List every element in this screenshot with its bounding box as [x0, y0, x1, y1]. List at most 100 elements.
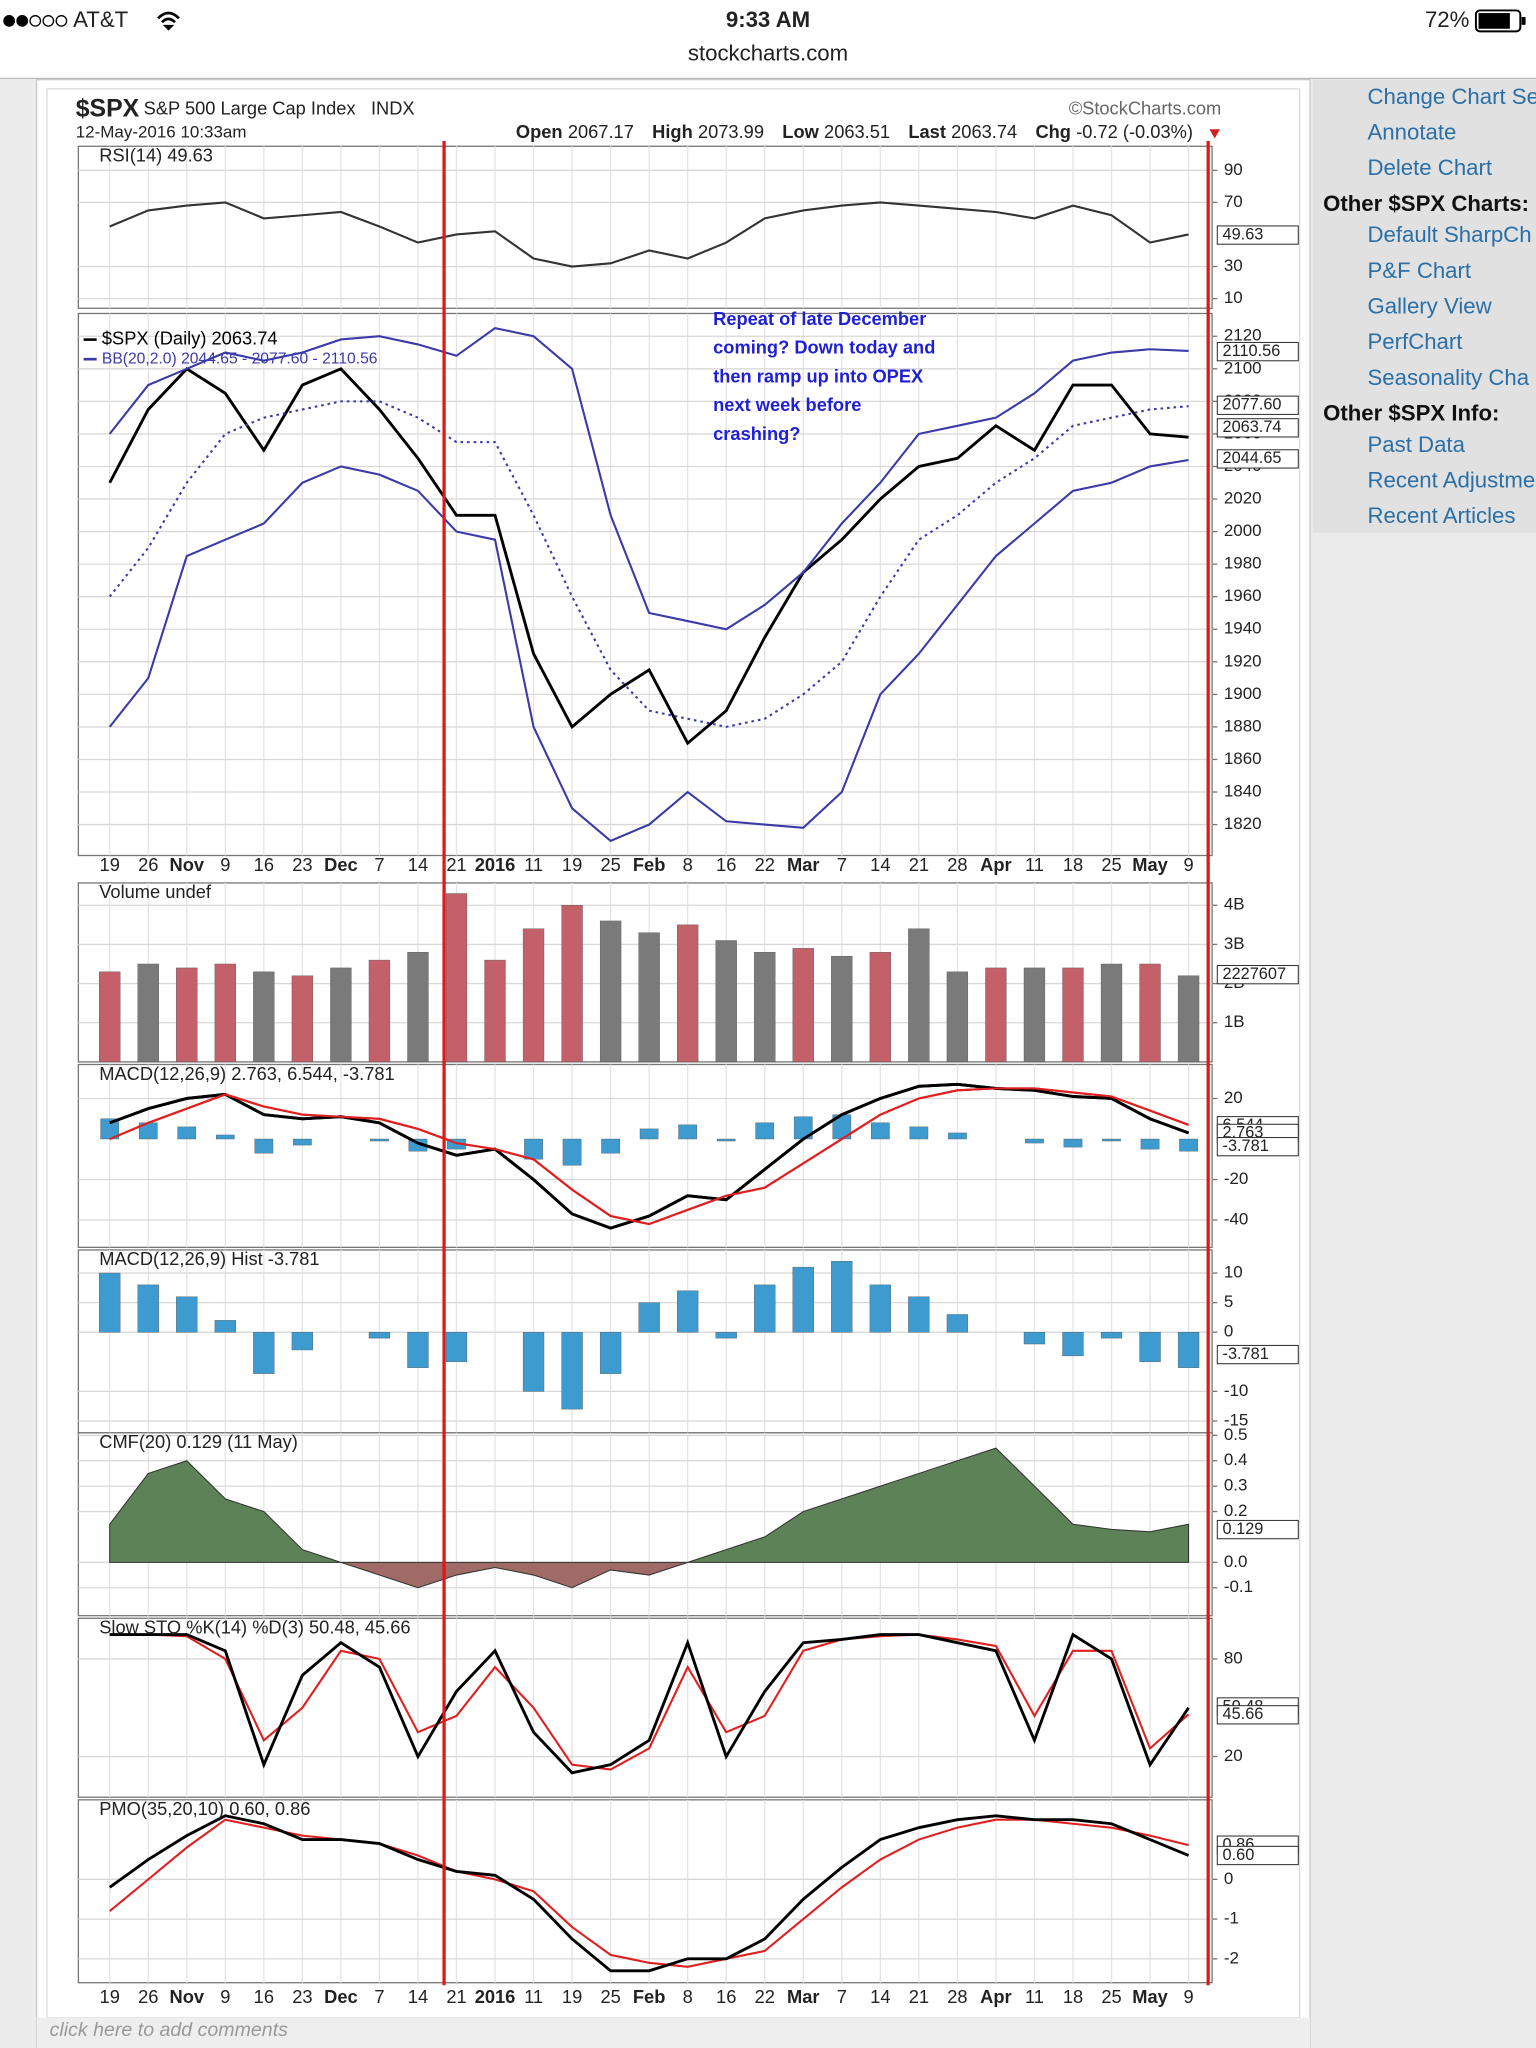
sidebar-link[interactable]: Gallery View — [1368, 293, 1493, 318]
bar — [869, 952, 891, 1063]
bar — [716, 1138, 736, 1142]
y-tick-label: 2120 — [1224, 326, 1262, 345]
panel: 10 5 0 -10 -15 MACD(12,26,9) Hist -3.781 -3.78… — [77, 1248, 1299, 1434]
y-tick-label: 90 — [1224, 160, 1243, 179]
sidebar-link[interactable]: Seasonality Cha — [1368, 365, 1530, 390]
panel: 1820 1840 1860 1880 1900 1920 1940 1960 1980 2000… — [77, 312, 1299, 857]
x-tick-label: Apr — [980, 1986, 1011, 2007]
x-tick-label: May — [1132, 854, 1168, 875]
x-tick-label: 25 — [600, 1986, 620, 2007]
x-tick-label: Feb — [633, 1986, 665, 2007]
annotation-line: then ramp up into OPEX — [713, 365, 924, 386]
signal-dot — [29, 15, 42, 27]
x-tick-label: Apr — [980, 854, 1011, 875]
x-tick-label: 7 — [374, 1986, 384, 2007]
x-tick-label: 14 — [870, 854, 890, 875]
x-tick-label: 8 — [683, 1986, 693, 2007]
carrier: AT&T — [73, 7, 129, 32]
quote-date: 12-May-2016 10:33am — [76, 123, 247, 142]
x-tick-label: 11 — [524, 1986, 543, 2007]
sidebar-links: Change Chart Se Annotate Delete Chart Other… — [1323, 84, 1536, 528]
y-tick-label: -10 — [1224, 1381, 1249, 1400]
series-line — [109, 201, 1189, 268]
value-label: 2110.56 — [1223, 342, 1281, 360]
bar — [715, 940, 737, 1063]
sidebar — [1312, 79, 1536, 533]
sidebar-link[interactable]: Default SharpCh — [1368, 222, 1532, 247]
bar — [254, 1138, 274, 1154]
sidebar-heading: Other $SPX Charts: — [1323, 191, 1529, 216]
sidebar-link[interactable]: Change Chart Se — [1368, 84, 1536, 109]
y-tick-label: 3B — [1224, 934, 1245, 953]
bar — [407, 952, 429, 1063]
y-tick-label: 10 — [1224, 288, 1243, 307]
sidebar-link[interactable]: P&F Chart — [1368, 258, 1472, 283]
bar — [99, 1272, 121, 1333]
x-tick-label: 7 — [837, 1986, 847, 2007]
x-tick-label: 21 — [446, 1986, 466, 2007]
value-label: 0.60 — [1223, 1846, 1255, 1864]
plot-area — [77, 1617, 1213, 1798]
x-tick-label: Nov — [170, 1986, 205, 2007]
y-tick-label: 20 — [1224, 1746, 1243, 1765]
value-label: 2063.74 — [1223, 418, 1282, 436]
x-tick-label: Dec — [324, 1986, 358, 2007]
bar — [368, 1332, 391, 1339]
sidebar-heading: Other $SPX Info: — [1323, 400, 1499, 425]
y-tick-label: 2100 — [1224, 358, 1262, 377]
annotation-line: coming? Down today and — [713, 337, 935, 358]
sidebar-link[interactable]: Recent Articles — [1368, 503, 1516, 528]
y-tick-label: 0.5 — [1224, 1425, 1248, 1444]
sidebar-link[interactable]: PerfChart — [1368, 329, 1463, 354]
bar — [291, 975, 314, 1063]
y-tick-label: 1900 — [1224, 684, 1262, 703]
signal-dot — [16, 15, 29, 27]
bar — [445, 1332, 468, 1362]
panel: 0.5 0.4 0.3 0.2 0.0 -0.1 CMF(20) 0.129 (11 May… — [77, 1425, 1299, 1617]
quote-label: Last — [908, 121, 946, 142]
x-tick-label: 18 — [1063, 854, 1083, 875]
x-tick-label: 9 — [1183, 1986, 1193, 2007]
bar — [293, 1138, 312, 1146]
y-tick-label: 80 — [1224, 1648, 1243, 1667]
bar — [1177, 1332, 1200, 1368]
value-box — [1216, 449, 1299, 469]
sidebar-link[interactable]: Delete Chart — [1368, 155, 1493, 180]
x-tick-label: 9 — [1183, 854, 1193, 875]
y-tick-label: 0.0 — [1224, 1552, 1248, 1571]
series-line — [109, 1632, 1190, 1775]
panel-title: PMO(35,20,10) 0.60, 0.86 — [99, 1798, 310, 1819]
bar — [946, 971, 969, 1063]
battery-level: 72% — [1425, 7, 1469, 32]
value-box — [1216, 225, 1299, 245]
x-tick-label: 11 — [524, 854, 543, 875]
y-tick-label: -20 — [1224, 1169, 1249, 1188]
x-tick-label: 9 — [220, 1986, 230, 2007]
panel-title: Slow STO %K(14) %D(3) 50.48, 45.66 — [99, 1617, 410, 1638]
bar — [330, 967, 352, 1063]
value-label: 2227607 — [1223, 965, 1287, 983]
x-tick-label: Mar — [787, 1986, 819, 2007]
x-tick-label: 16 — [254, 854, 274, 875]
bar — [599, 920, 622, 1063]
value-box — [1216, 1845, 1299, 1866]
bar — [1023, 1332, 1046, 1345]
comment-link[interactable]: click here to add comments — [50, 2019, 289, 2041]
sidebar-link[interactable]: Annotate — [1368, 119, 1457, 144]
bar — [407, 1332, 429, 1368]
panel-title: MACD(12,26,9) 2.763, 6.544, -3.781 — [99, 1063, 394, 1084]
sidebar-link[interactable]: Recent Adjustme — [1368, 467, 1536, 492]
quote-label: High — [652, 121, 693, 142]
x-tick-label: 19 — [100, 1986, 120, 2007]
x-tick-label: 14 — [870, 1986, 890, 2007]
plot-area — [77, 145, 1213, 309]
bar — [792, 948, 814, 1063]
x-tick-label: Mar — [787, 854, 819, 875]
x-tick-label: 16 — [716, 854, 736, 875]
bar — [908, 928, 930, 1063]
quote-value: 2073.99 — [698, 121, 764, 142]
y-tick-label: 1960 — [1224, 586, 1262, 605]
sidebar-link[interactable]: Past Data — [1368, 432, 1466, 457]
